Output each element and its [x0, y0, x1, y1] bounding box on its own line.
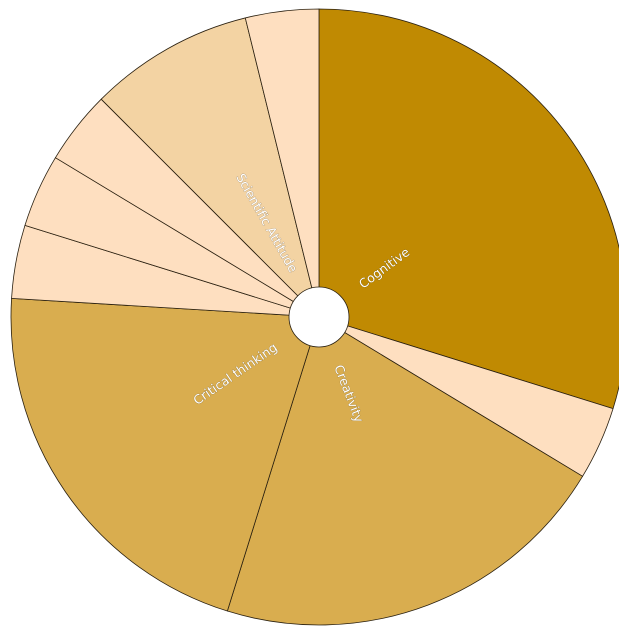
slice-cognitive [318, 8, 619, 410]
slice-creativity [226, 316, 584, 626]
slice-scientific-attitude [100, 17, 320, 319]
pie-slices [10, 8, 619, 626]
center-hole [288, 286, 350, 348]
slice-critical-thinking [10, 297, 320, 612]
slice-9 [244, 8, 320, 318]
